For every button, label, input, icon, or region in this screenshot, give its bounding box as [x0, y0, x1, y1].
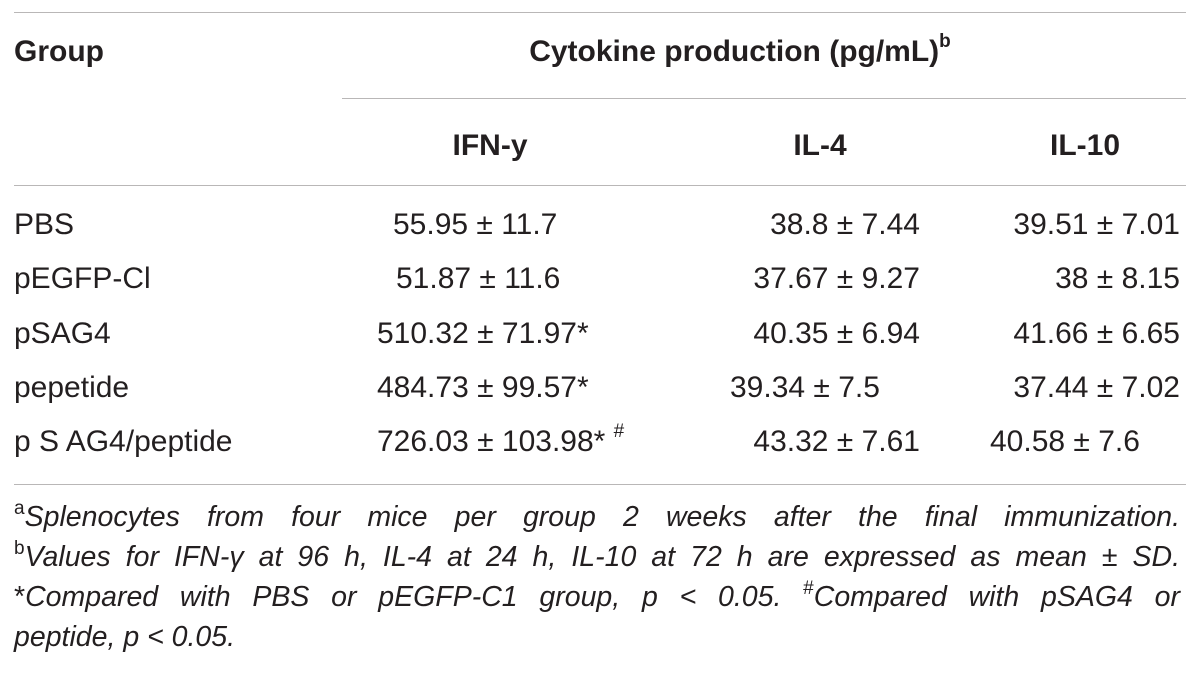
ifn-cell: 51.87 ± 11.6: [396, 262, 561, 295]
ifn-cell: 484.73 ± 99.57*: [377, 371, 589, 404]
column-header-il4: IL-4: [793, 129, 847, 162]
footnote-a: aSplenocytes from four mice per group 2 …: [14, 497, 1180, 534]
footnote-star-marker: *: [14, 581, 26, 613]
il10-cell: 41.66 ± 6.65: [1013, 317, 1180, 350]
column-header-ifn: IFN-y: [452, 129, 528, 162]
group-cell: pSAG4: [14, 317, 111, 350]
il10-cell: 38 ± 8.15: [1055, 262, 1180, 295]
group-cell: pepetide: [14, 371, 130, 404]
ifn-cell: 510.32 ± 71.97*: [377, 317, 589, 350]
footnote-b: bValues for IFN-γ at 96 h, IL-4 at 24 h,…: [14, 537, 1180, 574]
il10-cell: 37.44 ± 7.02: [1013, 371, 1180, 404]
footnote-b-marker: b: [14, 537, 25, 559]
footnote-hash-marker: #: [803, 577, 814, 599]
il4-cell: 39.34 ± 7.5: [730, 371, 880, 404]
cytokine-span-rule: [342, 98, 1186, 99]
ifn-cell: 55.95 ± 11.7: [393, 208, 558, 241]
group-header: Group: [14, 35, 104, 68]
ifn-cell: 726.03 ± 103.98* #: [377, 421, 625, 458]
il4-cell: 37.67 ± 9.27: [753, 262, 920, 295]
footnote-star-hash: *Compared with PBS or pEGFP-C1 group, p …: [14, 577, 1180, 614]
table-bottom-rule: [14, 484, 1186, 485]
cytokine-header: Cytokine production (pg/mL)b: [529, 31, 951, 68]
footnote-a-marker: a: [14, 497, 25, 519]
hash-marker: #: [613, 421, 625, 442]
cytokine-footnote-marker: b: [939, 31, 951, 52]
header-bottom-rule: [14, 185, 1186, 186]
group-cell: PBS: [14, 208, 75, 241]
column-header-il10: IL-10: [1049, 129, 1121, 162]
il4-cell: 38.8 ± 7.44: [770, 208, 920, 241]
il10-cell: 40.58 ± 7.6: [990, 425, 1140, 458]
footnote-hash-continued: peptide, p < 0.05.: [14, 621, 236, 653]
group-cell: p S AG4/peptide: [14, 425, 233, 458]
top-rule: [14, 12, 1186, 13]
il4-cell: 40.35 ± 6.94: [753, 317, 920, 350]
group-cell: pEGFP-Cl: [14, 262, 151, 295]
il10-cell: 39.51 ± 7.01: [1013, 208, 1180, 241]
il4-cell: 43.32 ± 7.61: [753, 425, 920, 458]
